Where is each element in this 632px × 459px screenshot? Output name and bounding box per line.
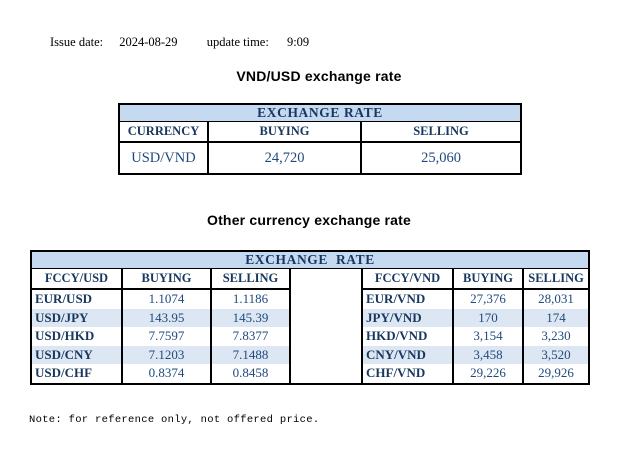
- pair-cell: USD/JPY: [30, 308, 123, 327]
- rate-row-jpy: USD/JPY 143.95 145.39 JPY/VND 170 174: [30, 308, 591, 327]
- buying-cell: 29,226: [452, 364, 524, 384]
- buying-cell: 24,720: [207, 142, 362, 174]
- table-banner-row: EXCHANGE RATE: [117, 104, 523, 122]
- buying-cell: 7.7597: [121, 327, 212, 346]
- buying-cell: 0.8374: [121, 364, 212, 384]
- header-row: CURRENCY BUYING SELLING: [118, 121, 523, 143]
- pair-cell: JPY/VND: [361, 308, 454, 327]
- selling-cell: 7.1488: [210, 345, 291, 364]
- usd-vnd-row: USD/VND 24,720 25,060: [118, 142, 523, 174]
- update-time-value: 9:09: [286, 35, 310, 49]
- selling-cell: 1.1186: [210, 289, 291, 309]
- selling-cell: 3,230: [521, 327, 591, 346]
- rate-row-eur: EUR/USD 1.1074 1.1186 EUR/VND 27,376 28,…: [30, 289, 591, 309]
- update-time-label: update time:: [206, 35, 269, 49]
- buying-column-header: BUYING: [121, 268, 212, 290]
- pair-cell: EUR/USD: [30, 289, 123, 309]
- buying-cell: 27,376: [452, 289, 524, 309]
- selling-cell: 145.39: [210, 308, 291, 327]
- table-banner-row: EXCHANGE RATE: [29, 251, 591, 269]
- rate-row-hkd: USD/HKD 7.7597 7.8377 HKD/VND 3,154 3,23…: [30, 327, 591, 346]
- fccy-usd-column-header: FCCY/USD: [30, 268, 123, 290]
- issue-meta-line: Issue date: 2024-08-29 update time: 9:09: [50, 35, 309, 50]
- exchange-rate-banner: EXCHANGE RATE: [29, 251, 591, 269]
- selling-column-header: SELLING: [210, 268, 291, 290]
- header-row: FCCY/USD BUYING SELLING FCCY/VND BUYING …: [30, 268, 591, 384]
- selling-cell: 29,926: [521, 364, 591, 384]
- usd-exchange-rate-table: EXCHANGE RATE CURRENCY BUYING SELLING US…: [117, 103, 523, 175]
- pair-cell: USD/HKD: [30, 327, 123, 346]
- pair-cell: CHF/VND: [361, 364, 454, 384]
- selling-column-header: SELLING: [521, 268, 591, 290]
- other-table-title: Other currency exchange rate: [206, 212, 412, 228]
- selling-cell: 7.8377: [210, 327, 291, 346]
- buying-cell: 3,154: [452, 327, 524, 346]
- buying-column-header: BUYING: [207, 121, 362, 143]
- buying-cell: 1.1074: [121, 289, 212, 309]
- buying-cell: 3,458: [452, 345, 524, 364]
- issue-date-value: 2024-08-29: [119, 35, 178, 49]
- spacer-column: [289, 268, 363, 384]
- selling-cell: 0.8458: [210, 364, 291, 384]
- pair-cell: EUR/VND: [361, 289, 454, 309]
- pair-cell: USD/CHF: [30, 364, 123, 384]
- rate-row-cny: USD/CNY 7.1203 7.1488 CNY/VND 3,458 3,52…: [30, 345, 591, 364]
- pair-cell: USD/VND: [118, 142, 209, 174]
- buying-cell: 7.1203: [121, 345, 212, 364]
- issue-date-label: Issue date:: [50, 35, 104, 49]
- currency-column-header: CURRENCY: [118, 121, 209, 143]
- rate-row-chf: USD/CHF 0.8374 0.8458 CHF/VND 29,226 29,…: [30, 364, 591, 384]
- exchange-rate-banner: EXCHANGE RATE: [117, 104, 523, 122]
- selling-cell: 25,060: [359, 142, 523, 174]
- pair-cell: HKD/VND: [361, 327, 454, 346]
- selling-cell: 28,031: [521, 289, 591, 309]
- fccy-vnd-column-header: FCCY/VND: [361, 268, 454, 290]
- usd-table-title: VND/USD exchange rate: [236, 68, 402, 84]
- selling-cell: 174: [521, 308, 591, 327]
- pair-cell: CNY/VND: [361, 345, 454, 364]
- buying-column-header: BUYING: [452, 268, 524, 290]
- buying-cell: 143.95: [121, 308, 212, 327]
- selling-cell: 3,520: [521, 345, 591, 364]
- pair-cell: USD/CNY: [30, 345, 123, 364]
- buying-cell: 170: [452, 308, 524, 327]
- reference-note: Note: for reference only, not offered pr…: [29, 414, 320, 426]
- selling-column-header: SELLING: [359, 121, 523, 143]
- other-currency-rate-table: EXCHANGE RATE FCCY/USD BUYING SELLING FC…: [29, 250, 591, 385]
